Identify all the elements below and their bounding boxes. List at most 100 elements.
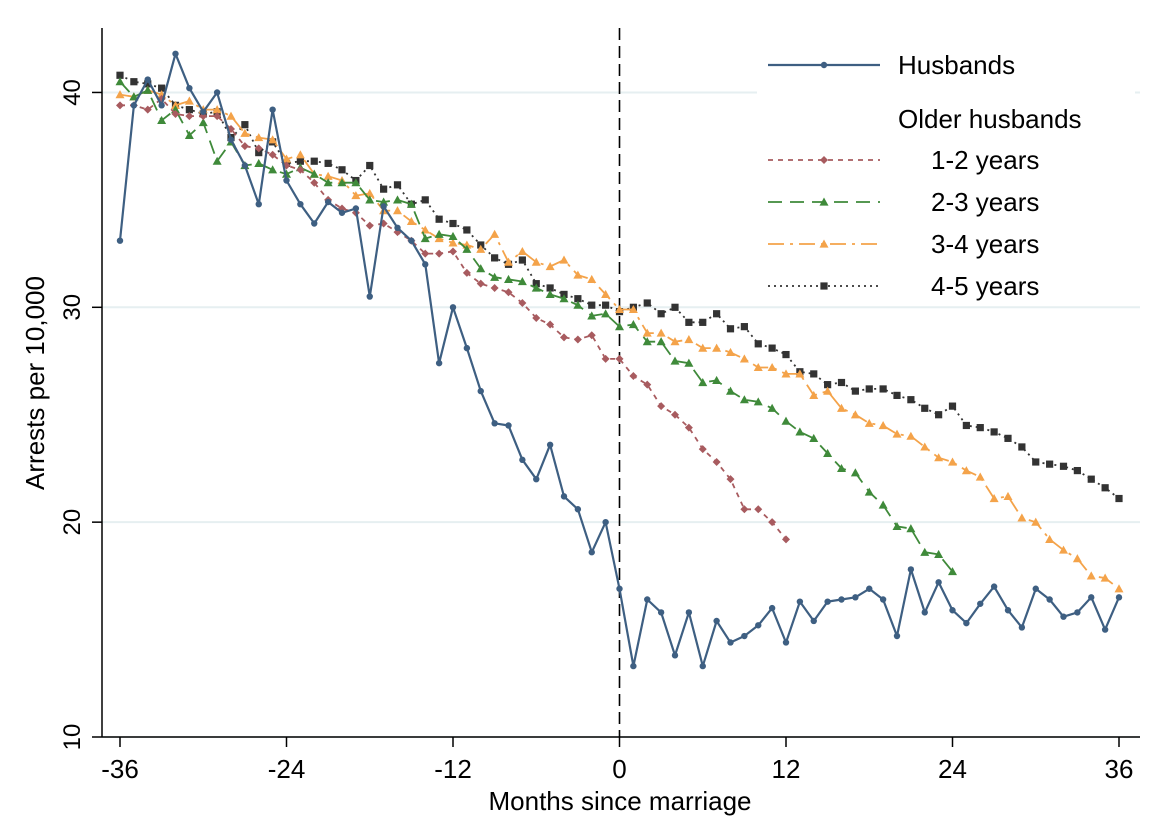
data-point <box>1115 594 1123 601</box>
data-point <box>116 237 124 244</box>
data-point <box>1074 609 1081 616</box>
data-point <box>1059 462 1068 470</box>
data-point <box>420 234 430 243</box>
data-point <box>601 309 611 318</box>
data-point <box>365 195 375 204</box>
data-point <box>753 397 763 406</box>
legend-swatch-marker <box>819 197 829 206</box>
tick-labels: 10 20 30 40 -36 -24 -12 0 12 24 36 <box>59 79 1133 784</box>
data-point <box>755 622 762 629</box>
x-tick-label: -24 <box>268 754 306 784</box>
data-point <box>212 156 222 165</box>
data-point <box>851 387 859 395</box>
data-point <box>393 206 402 215</box>
data-point <box>310 178 319 187</box>
data-point <box>921 404 929 412</box>
data-point <box>920 442 930 451</box>
data-point <box>824 381 832 389</box>
data-point <box>434 234 444 243</box>
x-tick-label: 12 <box>772 754 801 784</box>
data-point <box>1046 460 1054 468</box>
legend-label: 3-4 years <box>931 229 1039 259</box>
data-point <box>892 521 902 531</box>
data-point <box>420 225 430 234</box>
data-point <box>615 322 624 331</box>
legend-label: Husbands <box>898 50 1015 80</box>
data-point <box>684 423 693 432</box>
data-point <box>574 295 582 303</box>
data-point <box>268 165 278 174</box>
x-axis-title: Months since marriage <box>489 786 752 816</box>
data-point <box>961 466 971 475</box>
data-point <box>712 343 722 352</box>
data-point <box>644 596 651 603</box>
data-point <box>130 102 138 109</box>
data-point <box>1100 573 1110 582</box>
data-point <box>171 109 180 118</box>
data-point <box>268 135 278 144</box>
data-point <box>920 547 930 556</box>
legend-label: 4-5 years <box>931 271 1039 301</box>
data-point <box>893 632 901 640</box>
data-point <box>546 284 554 292</box>
data-point <box>602 301 610 309</box>
data-point <box>254 133 264 142</box>
data-point <box>185 112 194 121</box>
data-point <box>1031 517 1041 526</box>
data-point <box>768 604 776 612</box>
data-point <box>213 112 222 121</box>
data-point <box>934 453 944 462</box>
data-point <box>726 347 735 357</box>
data-point <box>642 337 652 346</box>
data-point <box>726 325 735 333</box>
data-point <box>588 549 595 556</box>
data-point <box>781 369 791 378</box>
data-point <box>739 354 749 363</box>
series-group <box>115 50 1124 670</box>
data-point <box>143 85 153 94</box>
data-point <box>1032 585 1039 592</box>
data-point <box>477 387 484 395</box>
data-point <box>878 500 888 509</box>
data-point <box>338 166 346 174</box>
data-point <box>892 429 902 438</box>
data-point <box>698 343 708 352</box>
data-point <box>255 149 263 157</box>
data-point <box>490 283 499 292</box>
data-point <box>559 294 569 303</box>
data-point <box>1072 554 1082 563</box>
data-point <box>893 391 901 399</box>
data-point <box>712 457 721 466</box>
data-point <box>628 319 638 329</box>
data-point <box>630 662 637 670</box>
series-husbands <box>116 50 1123 670</box>
data-point <box>476 244 486 253</box>
data-point <box>767 403 777 412</box>
data-point <box>463 226 471 234</box>
data-point <box>768 344 776 352</box>
data-point <box>533 475 540 483</box>
data-point <box>283 177 290 184</box>
data-point <box>948 457 957 466</box>
data-point <box>448 238 458 247</box>
data-point <box>587 331 596 340</box>
data-point <box>643 299 651 307</box>
data-point <box>1114 584 1124 593</box>
legend-swatch-marker <box>819 239 829 248</box>
data-point <box>144 80 152 88</box>
data-point <box>975 472 985 481</box>
x-tick-label: -36 <box>101 754 139 784</box>
data-point <box>824 598 831 605</box>
data-point <box>310 157 318 165</box>
data-point <box>837 463 846 473</box>
data-point <box>879 385 887 393</box>
data-point <box>684 358 694 367</box>
axes <box>101 28 1140 738</box>
data-point <box>490 272 500 281</box>
data-point <box>184 130 194 140</box>
data-point <box>782 639 790 646</box>
data-point <box>588 301 596 309</box>
data-point <box>810 617 817 625</box>
data-point <box>713 310 721 318</box>
data-point <box>448 231 458 241</box>
